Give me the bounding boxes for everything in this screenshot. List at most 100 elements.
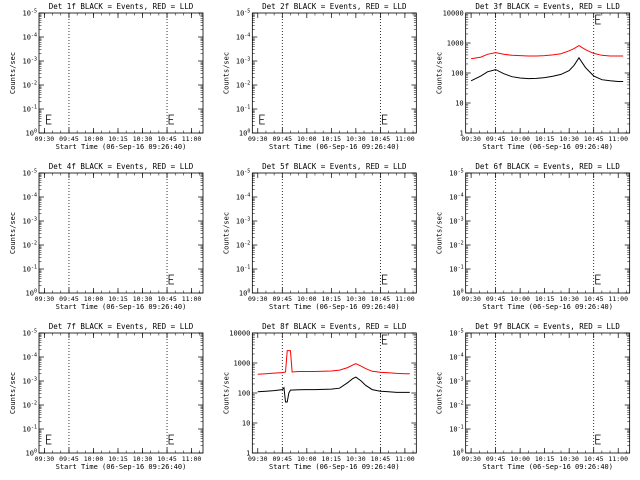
interval-marker — [46, 434, 52, 445]
x-tick-label: 09:45 — [59, 295, 79, 303]
x-tick-label: 11:00 — [608, 455, 628, 463]
x-tick-label: 10:00 — [84, 135, 104, 143]
x-axis-label: Start Time (06-Sep-16 09:26:40) — [56, 143, 187, 151]
y-tick-label: 10000 — [443, 10, 464, 18]
y-tick-label: 100 — [26, 449, 37, 458]
plot-frame — [251, 172, 417, 294]
y-tick-label: 10-3 — [23, 57, 37, 66]
x-tick-label: 10:00 — [84, 455, 104, 463]
x-tick-label: 09:30 — [35, 135, 55, 143]
y-tick-label: 10-3 — [236, 217, 250, 226]
x-tick-label: 10:30 — [559, 295, 579, 303]
x-tick-label: 09:45 — [273, 295, 293, 303]
x-tick-label: 10:45 — [157, 455, 177, 463]
plot-frame — [465, 12, 631, 134]
plot-frame — [251, 332, 417, 454]
detector-panel-6: Det 6f BLACK = Events, RED = LLD 100 10-1 1… — [436, 162, 631, 311]
x-tick-label: 10:00 — [297, 295, 317, 303]
x-axis-label: Start Time (06-Sep-16 09:26:40) — [482, 463, 613, 471]
x-tick-label: 09:30 — [248, 455, 268, 463]
x-tick-label: 10:15 — [322, 135, 342, 143]
x-tick-label: 10:45 — [371, 295, 391, 303]
y-tick-label: 10-5 — [23, 329, 37, 338]
y-tick-label: 10-4 — [449, 193, 463, 202]
x-tick-label: 10:00 — [84, 295, 104, 303]
x-tick-label: 09:45 — [273, 135, 293, 143]
x-tick-label: 09:45 — [486, 455, 506, 463]
interval-marker — [259, 114, 265, 125]
detector-panel-2: Det 2f BLACK = Events, RED = LLD 100 10-1 1… — [222, 2, 417, 151]
x-tick-label: 10:00 — [297, 455, 317, 463]
plot-frame — [465, 332, 631, 454]
x-tick-label: 09:30 — [35, 455, 55, 463]
y-tick-label: 10-4 — [23, 353, 37, 362]
y-tick-label: 10-1 — [449, 265, 463, 274]
y-tick-label: 1000 — [447, 40, 464, 48]
x-tick-label: 10:15 — [535, 455, 555, 463]
detector-panel-4: Det 4f BLACK = Events, RED = LLD 100 10-1 1… — [9, 162, 204, 311]
y-tick-label: 10-2 — [449, 401, 463, 410]
interval-marker — [168, 434, 175, 445]
y-tick-label: 1 — [459, 130, 463, 138]
y-tick-label: 10000 — [229, 330, 250, 338]
y-tick-label: 10-5 — [449, 169, 463, 178]
x-tick-label: 10:45 — [157, 135, 177, 143]
x-tick-label: 09:30 — [35, 295, 55, 303]
interval-marker — [595, 14, 601, 25]
interval-marker — [46, 114, 52, 125]
y-tick-label: 10 — [242, 420, 250, 428]
y-axis-label: Counts/sec — [9, 52, 17, 94]
x-tick-label: 11:00 — [182, 295, 202, 303]
y-axis-label: Counts/sec — [9, 212, 17, 254]
y-tick-label: 10-1 — [236, 105, 250, 114]
y-tick-label: 100 — [238, 390, 251, 398]
x-tick-label: 10:00 — [510, 455, 530, 463]
y-tick-label: 10-2 — [23, 81, 37, 90]
y-tick-label: 10-2 — [23, 241, 37, 250]
y-tick-label: 100 — [26, 289, 37, 298]
x-tick-label: 10:30 — [559, 455, 579, 463]
y-tick-label: 10 — [455, 100, 463, 108]
x-tick-label: 10:30 — [133, 295, 153, 303]
y-tick-label: 10-3 — [23, 377, 37, 386]
y-tick-label: 10-3 — [23, 217, 37, 226]
interval-marker — [168, 274, 175, 285]
x-tick-label: 10:15 — [108, 295, 128, 303]
panel-title: Det 6f BLACK = Events, RED = LLD — [475, 162, 620, 171]
x-tick-label: 09:30 — [461, 455, 481, 463]
events-series-line — [257, 376, 410, 403]
x-tick-label: 09:45 — [273, 455, 293, 463]
y-tick-label: 10-1 — [236, 265, 250, 274]
x-tick-label: 10:30 — [133, 455, 153, 463]
x-axis-label: Start Time (06-Sep-16 09:26:40) — [56, 303, 187, 311]
y-tick-label: 10-2 — [236, 241, 250, 250]
x-tick-label: 10:45 — [371, 135, 391, 143]
x-tick-label: 09:30 — [248, 295, 268, 303]
x-tick-label: 11:00 — [608, 135, 628, 143]
plot-frame — [38, 332, 204, 454]
x-tick-label: 11:00 — [395, 295, 415, 303]
y-tick-label: 10-4 — [23, 33, 37, 42]
x-tick-label: 10:15 — [108, 455, 128, 463]
y-axis-label: Counts/sec — [222, 52, 230, 94]
x-tick-label: 09:30 — [248, 135, 268, 143]
x-tick-label: 09:30 — [461, 295, 481, 303]
y-axis-label: Counts/sec — [9, 372, 17, 414]
x-axis-label: Start Time (06-Sep-16 09:26:40) — [482, 143, 613, 151]
x-tick-label: 11:00 — [182, 135, 202, 143]
y-tick-label: 100 — [239, 289, 250, 298]
panel-title: Det 2f BLACK = Events, RED = LLD — [262, 2, 407, 11]
x-axis-label: Start Time (06-Sep-16 09:26:40) — [482, 303, 613, 311]
y-tick-label: 10-4 — [236, 33, 250, 42]
x-tick-label: 10:15 — [108, 135, 128, 143]
x-tick-label: 10:15 — [322, 295, 342, 303]
y-tick-label: 10-1 — [23, 265, 37, 274]
y-tick-label: 10-1 — [23, 425, 37, 434]
interval-marker — [168, 114, 175, 125]
x-axis-label: Start Time (06-Sep-16 09:26:40) — [56, 463, 187, 471]
interval-marker — [381, 334, 388, 345]
y-tick-label: 10-4 — [23, 193, 37, 202]
plot-frame — [38, 172, 204, 294]
x-axis-label: Start Time (06-Sep-16 09:26:40) — [269, 303, 400, 311]
